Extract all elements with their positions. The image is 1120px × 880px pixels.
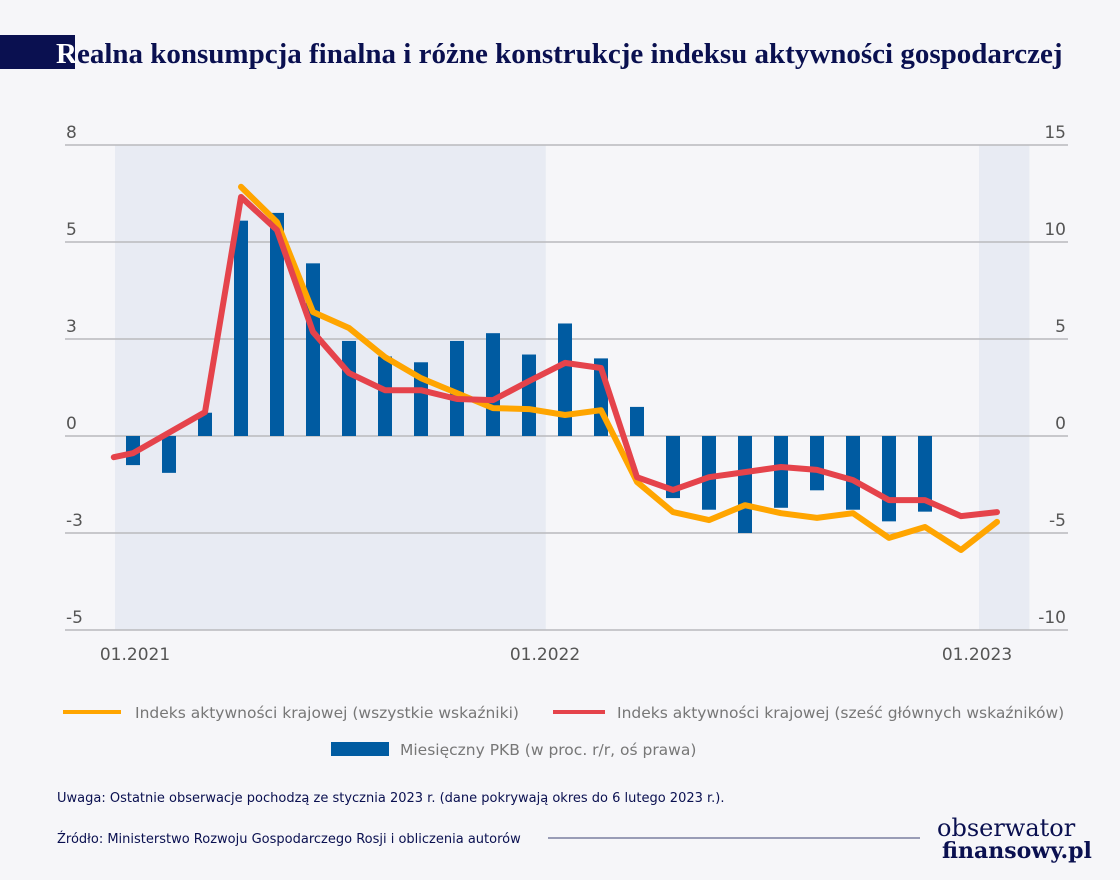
- left-tick-label: 8: [66, 123, 77, 143]
- shaded-period: [115, 145, 546, 630]
- bar-2022-04: [666, 436, 680, 499]
- bar-2021-05: [270, 212, 284, 436]
- x-tick-label: 01.2021: [100, 645, 170, 665]
- source-text: Źródło: Ministerstwo Rozwoju Gospodarcze…: [57, 831, 521, 847]
- bar-2022-03: [630, 406, 644, 436]
- bar-2022-05: [702, 436, 716, 510]
- legend-label-red: Indeks aktywności krajowej (sześć główny…: [617, 704, 1064, 722]
- bar-2021-08: [378, 356, 392, 436]
- right-axis-ticks: 15 10 5 0 -5 -10: [1038, 123, 1066, 628]
- right-tick-label: 0: [1055, 414, 1066, 434]
- title-initial: R: [56, 38, 78, 70]
- note-text: Uwaga: Ostatnie obserwacje pochodzą ze s…: [57, 791, 725, 806]
- title-accent-block: [0, 35, 75, 69]
- bar-2022-10: [882, 436, 896, 522]
- shaded-periods: [115, 145, 1030, 630]
- line-red-six-indicators: [110, 194, 1000, 520]
- bar-2021-10: [450, 340, 464, 436]
- right-tick-label: 15: [1044, 123, 1066, 143]
- left-axis-ticks: 8 5 3 0 -3 -5: [66, 123, 83, 628]
- line-yellow-all-indicators: [238, 183, 1000, 553]
- right-tick-label: -5: [1049, 511, 1066, 531]
- right-tick-label: -10: [1038, 608, 1066, 628]
- bar-2022-01: [558, 323, 572, 436]
- bar-2021-04: [234, 220, 248, 436]
- title-text: ealna konsumpcja finalna i różne konstru…: [77, 38, 1063, 70]
- left-tick-label: 3: [66, 317, 77, 337]
- left-tick-label: -5: [66, 608, 83, 628]
- logo: obserwator finansowy.pl: [937, 814, 1092, 864]
- bar-2022-07: [774, 436, 788, 508]
- bar-2022-06: [738, 436, 752, 533]
- bar-2022-08: [810, 436, 824, 491]
- left-tick-label: -3: [66, 511, 83, 531]
- bar-2022-09: [846, 436, 860, 510]
- logo-line1: obserwator: [937, 814, 1076, 842]
- bar-2021-11: [486, 333, 500, 436]
- bar-2021-06: [306, 263, 320, 436]
- x-tick-label: 01.2022: [510, 645, 580, 665]
- right-tick-label: 5: [1055, 317, 1066, 337]
- bar-2021-03: [198, 412, 212, 436]
- left-tick-label: 0: [66, 414, 77, 434]
- left-tick-label: 5: [66, 220, 77, 240]
- legend-swatch-bars: [331, 742, 389, 756]
- shaded-period: [979, 145, 1030, 630]
- x-tick-label: 01.2023: [942, 645, 1012, 665]
- logo-line2: finansowy.pl: [942, 838, 1092, 864]
- x-axis-ticks: 01.2021 01.2022 01.2023: [100, 645, 1012, 665]
- chart-title: Realna konsumpcja finalna i różne konstr…: [56, 38, 1063, 70]
- bar-2021-12: [522, 354, 536, 436]
- bar-2021-02: [162, 436, 176, 473]
- legend-label-yellow: Indeks aktywności krajowej (wszystkie ws…: [135, 704, 519, 722]
- legend: Indeks aktywności krajowej (wszystkie ws…: [63, 704, 1064, 759]
- line-series: [110, 183, 1000, 553]
- legend-label-bars: Miesięczny PKB (w proc. r/r, oś prawa): [400, 741, 696, 759]
- bar-2022-11: [918, 436, 932, 512]
- right-tick-label: 10: [1044, 220, 1066, 240]
- bar-2021-07: [342, 340, 356, 436]
